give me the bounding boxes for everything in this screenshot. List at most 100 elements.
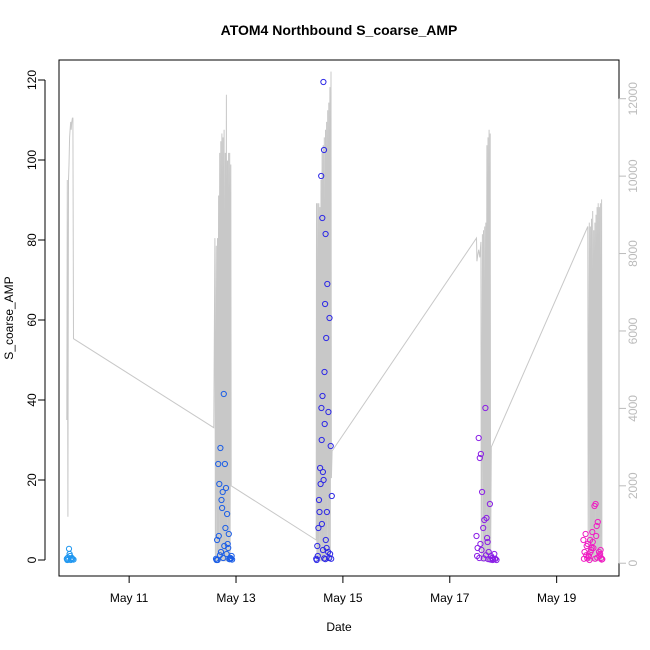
scatter-point bbox=[220, 390, 227, 398]
x-tick-label: May 19 bbox=[537, 591, 577, 605]
chart-title: ATOM4 Northbound S_coarse_AMP bbox=[221, 22, 458, 38]
scatter-point bbox=[217, 548, 225, 556]
scatter-point bbox=[321, 555, 328, 562]
scatter-point bbox=[477, 450, 484, 458]
scatter-point bbox=[323, 334, 330, 342]
scatter-point bbox=[322, 536, 329, 544]
scatter-point bbox=[317, 480, 324, 488]
scatter-point bbox=[597, 546, 604, 554]
scatter-point bbox=[319, 468, 326, 476]
scatter-point bbox=[480, 524, 487, 532]
scatter-point bbox=[588, 544, 595, 552]
scatter-points-layer bbox=[63, 78, 606, 564]
right-y-axis: 0 2000 4000 6000 8000 10000 12000 bbox=[618, 82, 640, 567]
scatter-point bbox=[580, 536, 587, 544]
scatter-point bbox=[483, 514, 490, 522]
y2-tick-label: 4000 bbox=[626, 395, 640, 422]
scatter-point bbox=[216, 480, 223, 488]
scatter-point bbox=[228, 552, 235, 560]
scatter-point bbox=[214, 556, 221, 564]
scatter-point bbox=[318, 172, 325, 180]
scatter-point bbox=[592, 500, 599, 508]
scatter-point bbox=[217, 444, 224, 452]
y-tick-label: 20 bbox=[25, 473, 39, 487]
y-tick-label: 100 bbox=[25, 150, 39, 170]
scatter-point bbox=[582, 530, 589, 538]
scatter-point bbox=[484, 534, 491, 542]
y-tick-label: 120 bbox=[25, 70, 39, 90]
x-tick-label: May 17 bbox=[430, 591, 470, 605]
scatter-point bbox=[318, 520, 325, 528]
scatter-point bbox=[587, 548, 594, 556]
scatter-point bbox=[216, 552, 223, 559]
y2-tick-label: 0 bbox=[626, 560, 640, 567]
scatter-point bbox=[322, 230, 329, 238]
scatter-point bbox=[229, 556, 236, 563]
scatter-point bbox=[224, 510, 231, 518]
scatter-point bbox=[318, 404, 325, 412]
scatter-point bbox=[478, 546, 485, 554]
scatter-point bbox=[225, 530, 232, 538]
scatter-point bbox=[322, 300, 329, 308]
scatter-point bbox=[484, 538, 491, 546]
scatter-point bbox=[585, 553, 592, 560]
scatter-point bbox=[473, 532, 480, 540]
scatter-point bbox=[320, 146, 328, 154]
scatter-point bbox=[324, 280, 331, 288]
y-tick-label: 0 bbox=[25, 556, 39, 563]
scatter-point bbox=[221, 460, 228, 468]
scatter-point bbox=[227, 555, 235, 562]
scatter-point bbox=[328, 492, 335, 500]
scatter-point bbox=[479, 488, 486, 496]
scatter-point bbox=[322, 556, 329, 563]
scatter-point bbox=[476, 454, 483, 462]
scatter-point bbox=[325, 408, 332, 416]
y2-tick-label: 2000 bbox=[626, 472, 640, 499]
scatter-point bbox=[223, 550, 230, 558]
scatter-point bbox=[214, 536, 221, 544]
scatter-point bbox=[487, 556, 494, 563]
scatter-point bbox=[313, 556, 320, 564]
y2-tick-label: 10000 bbox=[626, 159, 640, 193]
scatter-point bbox=[326, 314, 333, 322]
scatter-point bbox=[482, 404, 489, 412]
y-tick-label: 40 bbox=[25, 393, 39, 407]
x-axis: May 11 May 13 May 15 May 17 May 19 bbox=[110, 575, 577, 605]
secondary-line-layer bbox=[66, 71, 603, 562]
scatter-point bbox=[593, 532, 600, 540]
y2-tick-label: 6000 bbox=[626, 317, 640, 344]
scatter-point bbox=[485, 556, 492, 563]
scatter-point bbox=[476, 554, 483, 562]
y-tick-label: 80 bbox=[25, 233, 39, 247]
scatter-point bbox=[327, 442, 334, 450]
scatter-point bbox=[319, 214, 326, 222]
scatter-point bbox=[586, 556, 593, 564]
scatter-point bbox=[323, 508, 330, 516]
x-tick-label: May 13 bbox=[216, 591, 256, 605]
x-axis-label: Date bbox=[326, 620, 352, 634]
scatter-point bbox=[581, 548, 588, 556]
scatter-point bbox=[319, 392, 326, 400]
scatter-point bbox=[477, 540, 484, 548]
x-tick-label: May 15 bbox=[323, 591, 363, 605]
scatter-point bbox=[589, 528, 596, 536]
scatter-point bbox=[221, 542, 228, 550]
scatter-point bbox=[222, 524, 229, 532]
scatter-point bbox=[590, 544, 597, 552]
scatter-point bbox=[475, 434, 482, 442]
scatter-point bbox=[321, 420, 328, 428]
secondary-series-line bbox=[66, 71, 603, 562]
scatter-point bbox=[491, 555, 498, 562]
scatter-point bbox=[598, 556, 605, 563]
scatter-point bbox=[318, 436, 325, 444]
scatter-point bbox=[215, 532, 222, 540]
scatter-point bbox=[320, 78, 327, 86]
scatter-point bbox=[321, 368, 328, 376]
scatter-point bbox=[493, 556, 500, 564]
y2-tick-label: 12000 bbox=[626, 82, 640, 116]
scatter-point bbox=[219, 488, 226, 496]
scatter-point bbox=[325, 548, 332, 556]
scatter-point bbox=[222, 484, 230, 492]
y2-tick-label: 8000 bbox=[626, 240, 640, 267]
